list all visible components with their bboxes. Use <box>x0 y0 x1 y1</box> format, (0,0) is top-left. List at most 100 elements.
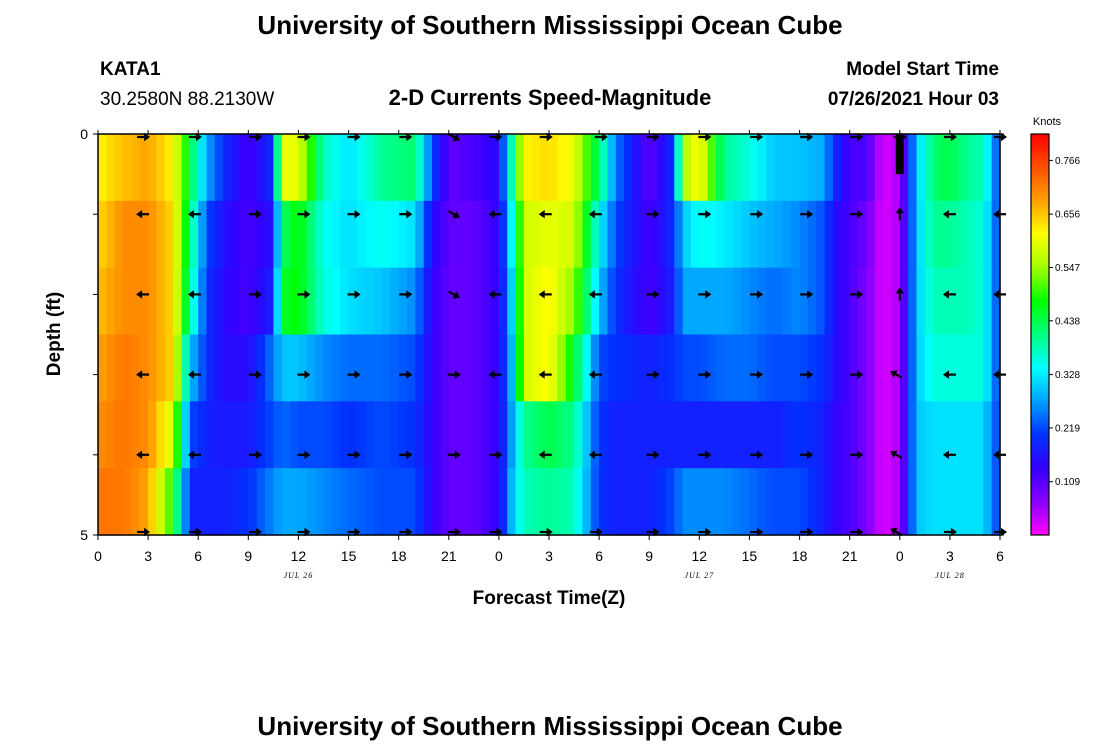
heatmap-cell <box>590 200 600 269</box>
current-arrow <box>249 132 262 142</box>
heatmap-cell <box>858 334 867 402</box>
heatmap-cell <box>473 134 483 202</box>
heatmap-cell <box>607 134 617 202</box>
x-tick-label: 15 <box>742 548 758 564</box>
current-arrow <box>588 450 602 459</box>
heatmap-cell <box>599 468 609 536</box>
colorbar-gradient <box>1030 133 1050 536</box>
arrow-head <box>195 527 202 537</box>
heatmap-cell <box>423 267 433 336</box>
heatmap-cell <box>398 468 408 536</box>
heatmap-cell <box>949 200 959 269</box>
heatmap-cell <box>724 267 734 336</box>
heatmap-cell <box>532 134 542 202</box>
heatmap-cell <box>565 134 575 202</box>
heatmap-cell <box>866 134 876 202</box>
heatmap-cell <box>774 200 784 269</box>
heatmap-cell <box>448 401 458 469</box>
heatmap-cell <box>707 401 717 469</box>
heatmap-cell <box>549 134 558 202</box>
current-arrow <box>588 370 602 379</box>
heatmap-cell <box>381 134 391 202</box>
heatmap-cell <box>432 267 442 336</box>
heatmap-cell <box>231 134 241 202</box>
heatmap-cell <box>640 468 650 536</box>
heatmap-cell <box>983 267 993 336</box>
heatmap-cell <box>732 267 742 336</box>
arrow-head <box>950 132 957 142</box>
heatmap-cell <box>858 134 867 202</box>
heatmap-cell <box>156 401 166 469</box>
arrow-head <box>705 132 712 142</box>
heatmap-cell <box>248 468 258 536</box>
heatmap-cell <box>248 134 258 202</box>
heatmap-cell <box>716 334 725 402</box>
heatmap-cell <box>507 401 517 469</box>
heatmap-cell <box>858 267 867 336</box>
heatmap-cell <box>432 468 442 536</box>
arrow-head <box>195 132 202 142</box>
heatmap-cell <box>440 134 450 202</box>
heatmap-cell <box>640 334 650 402</box>
heatmap-cell <box>640 134 650 202</box>
heatmap-cell <box>640 267 650 336</box>
heatmap-cell <box>841 401 851 469</box>
heatmap-cell <box>941 200 951 269</box>
heatmap-cell <box>599 334 609 402</box>
heatmap-cell <box>123 468 133 536</box>
current-arrow <box>136 290 150 299</box>
heatmap-cell <box>265 468 274 536</box>
heatmap-cell <box>724 134 734 202</box>
heatmap-cell <box>991 267 1001 336</box>
heatmap-cell <box>899 334 909 402</box>
heatmap-cell <box>98 200 107 269</box>
heatmap-cell <box>231 401 241 469</box>
arrow-head <box>942 290 949 299</box>
heatmap-cell <box>457 401 467 469</box>
current-arrow <box>347 132 361 142</box>
heatmap-cell <box>966 200 976 269</box>
heatmap-cell <box>590 334 600 402</box>
heatmap-cell <box>849 200 859 269</box>
heatmap-cell <box>649 134 659 202</box>
heatmap-cell <box>958 134 968 202</box>
current-arrow <box>297 132 311 142</box>
heatmap-cell <box>265 267 274 336</box>
heatmap-cell <box>148 134 158 202</box>
arrow-head <box>546 527 553 537</box>
heatmap-cell <box>858 200 867 269</box>
heatmap-cell <box>423 134 433 202</box>
heatmap-cell <box>807 267 817 336</box>
heatmap-cell <box>381 468 391 536</box>
heatmap-cell <box>298 267 308 336</box>
heatmap-cell <box>515 134 525 202</box>
heatmap-cell <box>824 200 834 269</box>
heatmap-cell <box>298 334 308 402</box>
heatmap-cell <box>549 334 558 402</box>
current-arrow <box>187 210 201 219</box>
heatmap-cell <box>774 267 784 336</box>
x-tick-label: 0 <box>495 548 503 564</box>
heatmap-cell <box>599 134 609 202</box>
heatmap-cell <box>290 134 300 202</box>
heatmap-cell <box>432 134 442 202</box>
heatmap-cell <box>173 401 183 469</box>
heatmap-cell <box>699 401 709 469</box>
arrow-head <box>136 290 143 299</box>
heatmap-cell <box>98 267 107 336</box>
x-tick-label: 21 <box>842 548 858 564</box>
arrow-head <box>488 370 495 379</box>
heatmap-cell <box>582 134 592 202</box>
arrow-head <box>304 290 311 299</box>
heatmap-cell <box>214 468 224 536</box>
heatmap-cell <box>273 134 283 202</box>
heatmap-cell <box>248 200 258 269</box>
heatmap-cell <box>98 401 107 469</box>
heatmap-cell <box>916 468 926 536</box>
heatmap-cell <box>273 267 283 336</box>
heatmap-cell <box>557 334 567 402</box>
heatmap-cell <box>832 468 842 536</box>
heatmap-cell <box>933 267 943 336</box>
heatmap-cell <box>181 134 191 202</box>
heatmap-cell <box>448 200 458 269</box>
